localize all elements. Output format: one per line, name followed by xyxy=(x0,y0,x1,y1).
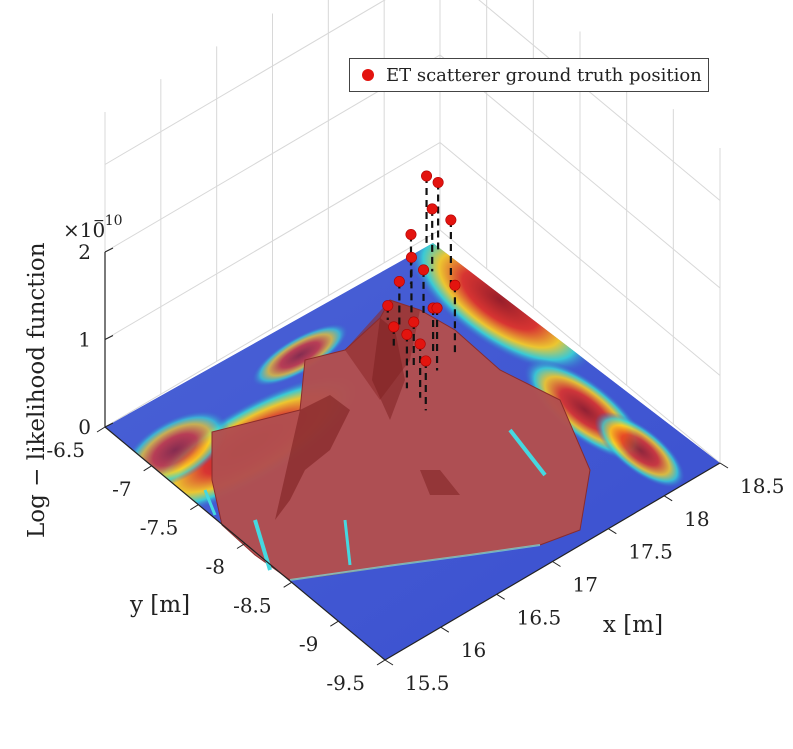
grid-line xyxy=(104,54,721,289)
scatterer-markers xyxy=(382,170,461,411)
scatterer-point xyxy=(382,300,394,312)
y-tick-mark xyxy=(376,659,386,666)
scatterer-point xyxy=(445,214,457,226)
x-tick-mark xyxy=(440,626,450,633)
likelihood-surface xyxy=(203,299,591,581)
x-tick-mark xyxy=(719,462,729,469)
scatterer-point xyxy=(421,170,433,182)
x-tick-label: 17.5 xyxy=(628,540,673,564)
z-tick-mark xyxy=(104,335,114,340)
y-tick-mark xyxy=(330,620,339,627)
z-exponent-label: ×10 −10 xyxy=(63,213,123,242)
y-tick-mark xyxy=(143,465,152,472)
scatterer-point xyxy=(393,275,405,287)
x-axis-ticks: 15.5 16 16.5 17 17.5 18 18.5 xyxy=(384,462,785,695)
grid-line xyxy=(104,0,721,201)
x-tick-mark xyxy=(608,528,617,535)
y-tick-label: -6.5 xyxy=(46,438,85,462)
x-tick-mark xyxy=(496,593,505,600)
svg-text:−10: −10 xyxy=(93,213,123,229)
scatterer-point xyxy=(426,203,438,215)
y-tick-label: -7 xyxy=(112,477,131,501)
y-axis-ticks: -6.5 -7 -7.5 -8 -8.5 -9 -9.5 xyxy=(46,426,386,695)
z-axis-ticks: 0 1 2 xyxy=(78,240,114,439)
x-tick-mark xyxy=(663,495,673,502)
legend-label: ET scatterer ground truth position xyxy=(386,64,702,86)
y-tick-label: -9 xyxy=(299,632,318,656)
z-tick-mark xyxy=(104,422,114,428)
scatterer-point xyxy=(388,321,400,333)
z-tick-label: 0 xyxy=(78,415,91,439)
y-tick-label: -9.5 xyxy=(326,671,365,695)
z-tick-label: 2 xyxy=(78,240,91,264)
y-tick-mark xyxy=(96,426,106,433)
y-tick-label: -7.5 xyxy=(140,516,179,540)
svg-text:×10: ×10 xyxy=(63,218,105,242)
y-tick-mark xyxy=(283,581,292,588)
scatterer-point xyxy=(431,302,443,314)
scatterer-point xyxy=(432,176,444,188)
legend-marker-icon xyxy=(362,69,374,81)
x-tick-mark xyxy=(552,561,561,567)
y-axis-label: y [m] xyxy=(129,592,190,618)
y-tick-label: -8.5 xyxy=(233,593,272,617)
scatterer-point xyxy=(408,316,420,328)
x-tick-label: 16.5 xyxy=(517,605,562,629)
z-tick-label: 1 xyxy=(78,328,91,352)
x-tick-label: 15.5 xyxy=(405,671,450,695)
scatterer-point xyxy=(420,355,432,367)
y-tick-mark xyxy=(236,543,246,549)
x-tick-label: 17 xyxy=(573,573,598,597)
x-tick-mark xyxy=(384,659,394,666)
x-tick-label: 18.5 xyxy=(740,474,785,498)
legend: ET scatterer ground truth position xyxy=(349,58,709,92)
y-tick-label: -8 xyxy=(206,555,225,579)
x-tick-label: 18 xyxy=(684,507,709,531)
x-tick-label: 16 xyxy=(461,638,486,662)
scatterer-point xyxy=(405,228,417,240)
scatterer-point xyxy=(449,279,461,291)
scatterer-point xyxy=(414,338,426,350)
scatterer-point xyxy=(405,251,417,263)
z-axis-label: Log − likelihood function xyxy=(24,242,50,538)
z-tick-mark xyxy=(104,247,114,253)
scatterer-point xyxy=(401,329,413,341)
grid-line xyxy=(104,141,721,376)
grid-line xyxy=(104,229,721,464)
x-axis-label: x [m] xyxy=(603,612,663,638)
y-tick-mark xyxy=(190,504,199,511)
scatterer-point xyxy=(418,264,430,276)
